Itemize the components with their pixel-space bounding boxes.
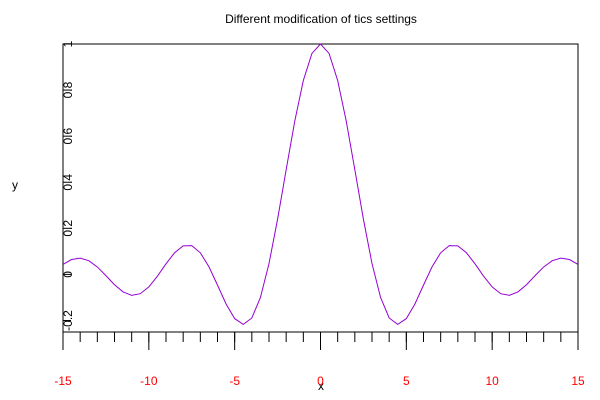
x-axis-label: x [318,379,324,393]
x-tick-label: 5 [403,374,410,388]
x-tick-label: 0 [317,374,324,388]
plot-frame [62,43,579,333]
y-tick-label: 1 [61,40,75,47]
x-tick-label: 15 [571,374,585,388]
chart-title: Different modification of tics settings [225,12,417,26]
x-tick-label: -5 [229,374,240,388]
y-tick-label: 0.4 [61,174,75,191]
x-tick-label: -10 [140,374,158,388]
y-axis-label: y [12,178,18,192]
y-tick-label: 0.2 [61,220,75,237]
line [62,43,579,326]
y-tick-label: -0.2 [61,310,75,331]
y-tick-label: 0.6 [61,127,75,144]
y-tick-label: 0 [61,271,75,278]
x-tick-label: -15 [54,374,72,388]
x-tick-label: 10 [485,374,499,388]
y-tick-label: 0.8 [61,81,75,98]
